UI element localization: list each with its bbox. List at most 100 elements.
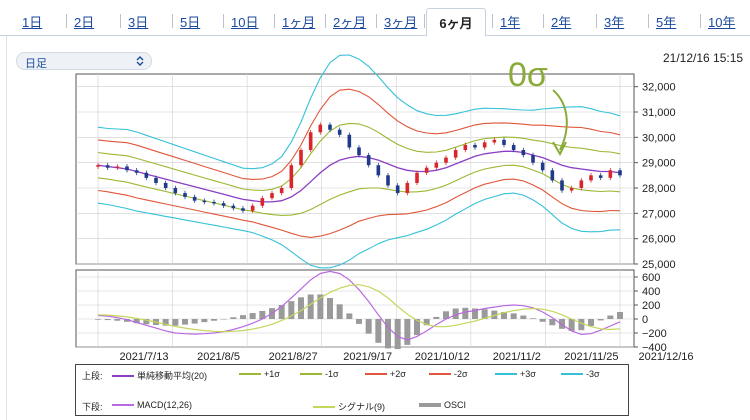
candle-body — [598, 175, 603, 178]
candle-body — [289, 165, 294, 188]
legend-label: +2σ — [390, 369, 406, 379]
x-axis-date-label: 2021/8/27 — [269, 351, 318, 363]
osci-bar — [133, 319, 140, 324]
candle-body — [540, 162, 545, 171]
x-axis-date-label: 2021/8/5 — [197, 351, 240, 363]
osci-bar — [539, 319, 546, 322]
candle-body — [192, 196, 197, 201]
osci-bar — [607, 315, 614, 319]
osci-bar — [317, 294, 324, 319]
osci-bar — [491, 310, 498, 319]
legend-label: -2σ — [454, 369, 468, 379]
tab-13[interactable]: 10年 — [708, 15, 736, 30]
lower-y-tick-label: 0 — [642, 314, 648, 326]
signal-line — [97, 284, 621, 333]
upper-y-tick-label: 28,000 — [642, 183, 676, 195]
tab-separator — [492, 14, 493, 28]
legend-item: -2σ — [429, 369, 468, 379]
candle-body — [173, 188, 178, 194]
legend-item: OSCI — [419, 400, 466, 410]
tab-0[interactable]: 1日 — [22, 15, 43, 30]
lower-y-tick-label: 200 — [642, 300, 660, 312]
candle-body — [550, 170, 555, 181]
lower-y-tick-label: −200 — [642, 328, 667, 340]
candle-body — [444, 157, 448, 163]
osci-bar — [240, 315, 246, 319]
osci-bar — [327, 298, 333, 319]
candle-body — [569, 188, 574, 191]
legend-item: +2σ — [365, 369, 406, 379]
osci-bar — [501, 312, 507, 319]
tab-12[interactable]: 5年 — [656, 15, 677, 30]
candle-body — [579, 180, 584, 188]
tab-6[interactable]: 2ヶ月 — [333, 15, 367, 30]
annotation-arrow-line — [552, 89, 568, 151]
osci-bar — [172, 319, 179, 326]
osci-bar — [549, 319, 556, 326]
candle-body — [279, 188, 284, 194]
candle-body — [134, 170, 139, 173]
legend-upper-row: 上段: 単純移動平均(20) +1σ -1σ +2σ -2σ +3σ -3σ — [76, 369, 628, 381]
osci-bar — [278, 305, 285, 319]
lower-y-tick-label: 600 — [642, 272, 660, 284]
legend-lower-row: 下段: MACD(12,26) シグナル(9) OSCI — [76, 400, 628, 412]
candle-body — [318, 124, 323, 133]
candle-body — [395, 185, 400, 194]
x-axis-date-label: 2021/9/17 — [343, 351, 392, 363]
x-axis-date-label: 2021/11/2 — [493, 351, 541, 363]
osci-bar — [462, 307, 469, 319]
upper-y-tick-label: 26,000 — [642, 234, 676, 246]
tab-10[interactable]: 2年 — [551, 15, 572, 30]
tab-separator — [596, 14, 597, 28]
osci-bar — [356, 319, 362, 324]
osci-bar — [298, 297, 304, 319]
legend-label: OSCI — [444, 400, 467, 410]
tab-4[interactable]: 10日 — [231, 15, 259, 30]
osci-bar — [520, 315, 527, 319]
legend-lower-head: 下段: — [82, 402, 103, 412]
candle-body — [231, 205, 236, 209]
candle-body — [202, 200, 207, 203]
osci-bar — [568, 319, 575, 331]
candle-body — [241, 208, 245, 211]
osci-bar — [375, 319, 382, 343]
tab-7[interactable]: 3ヶ月 — [384, 15, 418, 30]
upper-y-tick-label: 32,000 — [642, 82, 676, 94]
tab-separator — [700, 14, 701, 28]
candle-body — [357, 147, 361, 156]
upper-y-tick-label: 25,000 — [642, 259, 676, 271]
candle-body — [376, 165, 381, 176]
candle-body — [260, 198, 265, 206]
tab-3[interactable]: 5日 — [180, 15, 201, 30]
candle-body — [250, 205, 255, 211]
osci-bar — [404, 319, 411, 345]
select-updown-icon — [136, 56, 144, 66]
osci-bar — [201, 319, 208, 323]
legend-swatch — [419, 402, 441, 407]
osci-bar — [307, 294, 314, 319]
osci-bar — [472, 308, 478, 319]
lower-y-tick-label: −400 — [642, 342, 667, 354]
legend-swatch — [561, 372, 583, 375]
tab-9[interactable]: 1年 — [500, 15, 521, 30]
candle-body — [608, 170, 613, 178]
osci-bar — [114, 319, 121, 321]
tab-1[interactable]: 2日 — [74, 15, 95, 30]
tab-separator — [172, 14, 173, 28]
candle-body — [125, 166, 129, 171]
chart-panel — [6, 36, 750, 420]
osci-bar — [481, 309, 488, 319]
plus-3-sigma-line — [97, 54, 621, 170]
tab-5[interactable]: 1ヶ月 — [282, 15, 316, 30]
tab-2[interactable]: 3日 — [128, 15, 149, 30]
candle-period-select[interactable]: 日足 — [16, 52, 152, 70]
tab-separator — [223, 14, 224, 28]
candle-body — [96, 165, 100, 167]
lower-plot-frame — [75, 269, 635, 348]
tab-8[interactable]: 6ヶ月 — [426, 8, 486, 37]
candle-body — [105, 165, 110, 168]
legend-swatch — [495, 372, 517, 375]
tab-separator — [120, 14, 121, 28]
tab-11[interactable]: 3年 — [604, 15, 625, 30]
candle-body — [270, 193, 274, 199]
